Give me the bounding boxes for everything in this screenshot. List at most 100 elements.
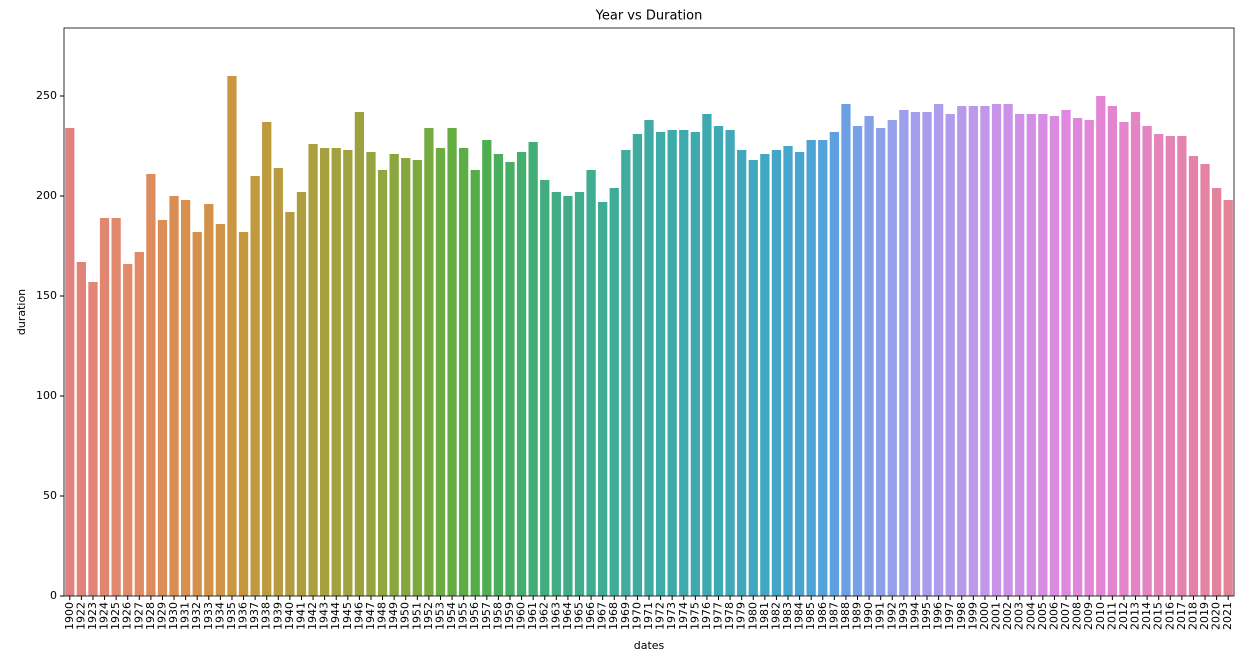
x-tick-label: 1938 (260, 602, 273, 630)
x-tick-label: 1953 (433, 602, 446, 630)
bar (574, 192, 585, 596)
x-tick-label: 1932 (190, 602, 203, 630)
bar (238, 232, 249, 596)
bar (262, 122, 272, 596)
x-tick-label: 1962 (538, 602, 551, 630)
x-tick-label: 1984 (793, 602, 806, 630)
bar (99, 218, 110, 596)
bar (586, 170, 596, 596)
bar (933, 104, 944, 596)
x-tick-label: 1987 (827, 602, 840, 630)
bar (621, 150, 631, 596)
x-tick-label: 1948 (376, 602, 389, 630)
x-tick-label: 2004 (1024, 602, 1037, 630)
x-tick-label: 2014 (1140, 602, 1153, 630)
x-tick-label: 1924 (98, 602, 111, 630)
y-tick-label: 100 (36, 389, 57, 402)
x-tick-label: 1931 (179, 602, 192, 630)
bar (713, 126, 724, 596)
bar (1211, 188, 1222, 596)
bar (760, 154, 770, 596)
bar (1107, 106, 1117, 596)
bar (864, 116, 874, 596)
bar (841, 104, 851, 596)
x-tick-label: 1991 (874, 602, 887, 630)
x-tick-label: 1947 (364, 602, 377, 630)
x-tick-label: 1974 (677, 602, 690, 630)
bar (899, 110, 909, 596)
bar (169, 196, 179, 596)
x-tick-label: 2000 (978, 602, 991, 630)
x-tick-label: 2005 (1036, 602, 1049, 630)
bar (516, 152, 527, 596)
bar (702, 114, 712, 596)
x-tick-label: 2013 (1129, 602, 1142, 630)
bar (1142, 126, 1152, 596)
x-tick-label: 1982 (769, 602, 782, 630)
y-tick-label: 250 (36, 89, 57, 102)
x-tick-label: 2020 (1210, 602, 1223, 630)
bar (632, 134, 643, 596)
x-tick-label: 2011 (1105, 602, 1118, 630)
x-tick-label: 1936 (237, 602, 250, 630)
bar (1223, 200, 1233, 596)
x-tick-label: 1976 (700, 602, 713, 630)
x-tick-label: 1998 (955, 602, 968, 630)
bar (308, 144, 318, 596)
bar (343, 150, 353, 596)
bar (447, 128, 457, 596)
plot-frame (63, 27, 1235, 597)
x-tick-label: 1934 (213, 602, 226, 630)
x-tick-label: 1983 (781, 602, 794, 630)
x-tick-label: 1925 (109, 602, 122, 630)
x-tick-label: 1939 (271, 602, 284, 630)
x-tick-label: 1923 (86, 602, 99, 630)
bar (424, 128, 434, 596)
x-tick-label: 1971 (642, 602, 655, 630)
x-tick-label: 1927 (132, 602, 145, 630)
x-tick-label: 1989 (851, 602, 864, 630)
bar (887, 120, 897, 596)
y-axis-label: duration (15, 289, 28, 335)
y-tick-label: 150 (36, 289, 57, 302)
x-tick-label: 1937 (248, 602, 261, 630)
y-tick-label: 200 (36, 189, 57, 202)
x-tick-label: 2007 (1059, 602, 1072, 630)
bar (1061, 110, 1071, 596)
bar (215, 224, 226, 596)
bar (181, 200, 191, 596)
x-tick-label: 1955 (457, 602, 470, 630)
bar (690, 132, 700, 596)
x-tick-label: 2018 (1186, 602, 1199, 630)
bar (377, 170, 388, 596)
bar (922, 112, 932, 596)
x-tick-label: 2021 (1221, 602, 1234, 630)
bar (111, 218, 121, 596)
bar (296, 192, 307, 596)
x-tick-label: 1952 (422, 602, 435, 630)
x-tick-label: 2017 (1175, 602, 1188, 630)
bar (806, 140, 816, 596)
bar (679, 130, 689, 596)
x-tick-label: 1994 (908, 602, 921, 630)
bar (1026, 114, 1036, 596)
x-tick-label: 1963 (549, 602, 562, 630)
x-tick-label: 1992 (885, 602, 898, 630)
bar (1154, 134, 1164, 596)
bar (1130, 112, 1141, 596)
bar (389, 154, 399, 596)
bar (644, 120, 654, 596)
x-tick-label: 1977 (712, 602, 725, 630)
bar (655, 132, 666, 596)
x-tick-label: 1996 (932, 602, 945, 630)
bar (65, 128, 75, 596)
x-tick-label: 1942 (306, 602, 319, 630)
x-tick-label: 1933 (202, 602, 215, 630)
x-axis-label: dates (634, 639, 665, 652)
bar (910, 112, 921, 596)
x-tick-label: 1988 (839, 602, 852, 630)
bar (285, 212, 295, 596)
bar (968, 106, 978, 596)
x-tick-label: 1980 (746, 602, 759, 630)
